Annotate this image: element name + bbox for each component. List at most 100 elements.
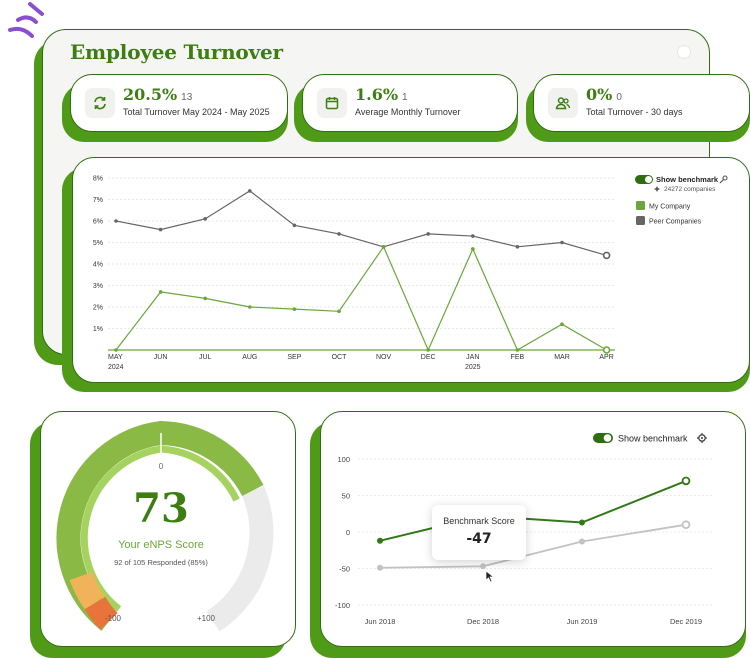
x-tick-label: MAY — [108, 354, 123, 361]
data-point[interactable] — [480, 563, 486, 570]
enps-label: Your eNPS Score — [118, 539, 204, 551]
y-tick-label: 2% — [93, 305, 103, 312]
legend-swatch-my-company — [636, 201, 645, 210]
x-tick-label: Dec 2019 — [670, 617, 702, 626]
y-tick-label: 6% — [93, 219, 103, 226]
data-point[interactable] — [602, 346, 611, 354]
enps-responded: 92 of 105 Responded (85%) — [114, 558, 208, 567]
legend-my-company: My Company — [649, 204, 691, 211]
kpi-label: Average Monthly Turnover — [355, 107, 461, 117]
benchmark-card — [320, 411, 746, 647]
x-tick-label: DEC — [421, 354, 436, 361]
turnover-chart-card — [72, 157, 750, 383]
enps-score: 73 — [133, 485, 189, 532]
kpi-label: Total Turnover May 2024 - May 2025 — [123, 107, 270, 117]
kpi-card-average-monthly: 1.6% 1 Average Monthly Turnover — [302, 74, 518, 132]
data-point[interactable] — [426, 348, 431, 352]
kpi-value: 1.6% 1 — [355, 85, 408, 104]
data-point[interactable] — [337, 232, 341, 236]
kpi-label: Total Turnover - 30 days — [586, 107, 683, 117]
x-tick-year: 2024 — [108, 364, 124, 371]
kpi-value: 0% 0 — [586, 85, 622, 104]
data-point[interactable] — [292, 223, 297, 228]
x-tick-label: FEB — [511, 354, 525, 361]
x-tick-label: AUG — [242, 354, 257, 361]
y-tick-label: 1% — [93, 326, 103, 333]
data-point[interactable] — [602, 251, 611, 260]
data-point[interactable] — [292, 307, 297, 311]
benchmark-toggle-label: Show benchmark — [656, 175, 719, 184]
data-point[interactable] — [158, 290, 163, 294]
series-line-score — [379, 479, 687, 542]
kpi-card-30-days: 0% 0 Total Turnover - 30 days — [533, 74, 750, 132]
legend-swatch-peer — [636, 216, 645, 225]
y-tick-label: 0 — [346, 528, 350, 537]
series-line-benchmark — [379, 523, 687, 569]
benchmark-toggle[interactable] — [635, 175, 653, 184]
data-point[interactable] — [248, 189, 252, 193]
sparkle-decoration-icon — [8, 2, 44, 38]
y-tick-label: -100 — [335, 601, 350, 610]
data-point[interactable] — [114, 348, 118, 352]
data-point[interactable] — [515, 348, 520, 352]
kpi-count: 0 — [616, 92, 622, 103]
calendar-icon — [317, 88, 347, 118]
gauge-fill — [56, 420, 264, 631]
data-point[interactable] — [114, 219, 118, 223]
kpi-value: 20.5% 13 — [123, 85, 193, 104]
x-tick-label: NOV — [376, 354, 392, 361]
x-tick-label: Jun 2018 — [365, 617, 396, 626]
refresh-icon — [85, 88, 115, 118]
x-tick-label: Jun 2019 — [567, 617, 598, 626]
data-point[interactable] — [377, 564, 383, 571]
panel-toggle-dot[interactable] — [678, 46, 690, 58]
kpi-count: 1 — [402, 92, 408, 103]
series-line-my-company — [115, 245, 607, 352]
series-line-peer — [115, 190, 607, 256]
gear-icon[interactable] — [697, 433, 707, 443]
data-point[interactable] — [471, 234, 475, 238]
x-tick-label: MAR — [554, 354, 570, 361]
y-tick-label: 5% — [93, 240, 103, 247]
data-point[interactable] — [426, 232, 431, 236]
data-point[interactable] — [377, 537, 383, 544]
y-tick-label: 50 — [342, 492, 350, 501]
gauge-max-label: +100 — [197, 614, 216, 623]
y-tick-label: 100 — [337, 455, 350, 464]
benchmark-tooltip: Benchmark Score -47 — [432, 505, 526, 560]
data-point[interactable] — [579, 538, 585, 545]
tooltip-value: -47 — [466, 531, 492, 547]
x-tick-label: OCT — [332, 354, 348, 361]
data-point[interactable] — [681, 476, 691, 486]
gauge-min-label: -100 — [105, 614, 122, 623]
data-point[interactable] — [381, 245, 386, 249]
benchmark-toggle-label: Show benchmark — [618, 434, 688, 444]
gauge-inner-ring — [80, 445, 240, 612]
benchmark-toggle[interactable] — [593, 433, 613, 443]
data-point[interactable] — [248, 305, 252, 309]
kpi-count: 13 — [181, 92, 193, 103]
data-point[interactable] — [471, 247, 475, 251]
users-icon — [548, 88, 578, 118]
y-tick-label: 7% — [93, 197, 103, 204]
data-point[interactable] — [337, 309, 341, 314]
data-point[interactable] — [579, 519, 585, 526]
x-tick-label: JUN — [154, 354, 168, 361]
mouse-cursor-icon — [485, 570, 495, 583]
data-point[interactable] — [203, 217, 207, 221]
page-title: Employee Turnover — [70, 40, 283, 64]
data-point[interactable] — [560, 322, 564, 327]
y-tick-label: 4% — [93, 262, 103, 269]
legend-peer-companies: Peer Companies — [649, 219, 702, 226]
data-point[interactable] — [560, 240, 564, 245]
data-point[interactable] — [681, 520, 691, 529]
x-tick-label: Dec 2018 — [467, 617, 499, 626]
data-point[interactable] — [203, 296, 207, 301]
wrench-icon[interactable] — [719, 175, 728, 184]
gauge-track — [206, 485, 274, 632]
sparkle-icon — [654, 186, 660, 192]
data-point[interactable] — [158, 227, 163, 232]
x-tick-label: SEP — [287, 354, 301, 361]
data-point[interactable] — [515, 245, 520, 249]
